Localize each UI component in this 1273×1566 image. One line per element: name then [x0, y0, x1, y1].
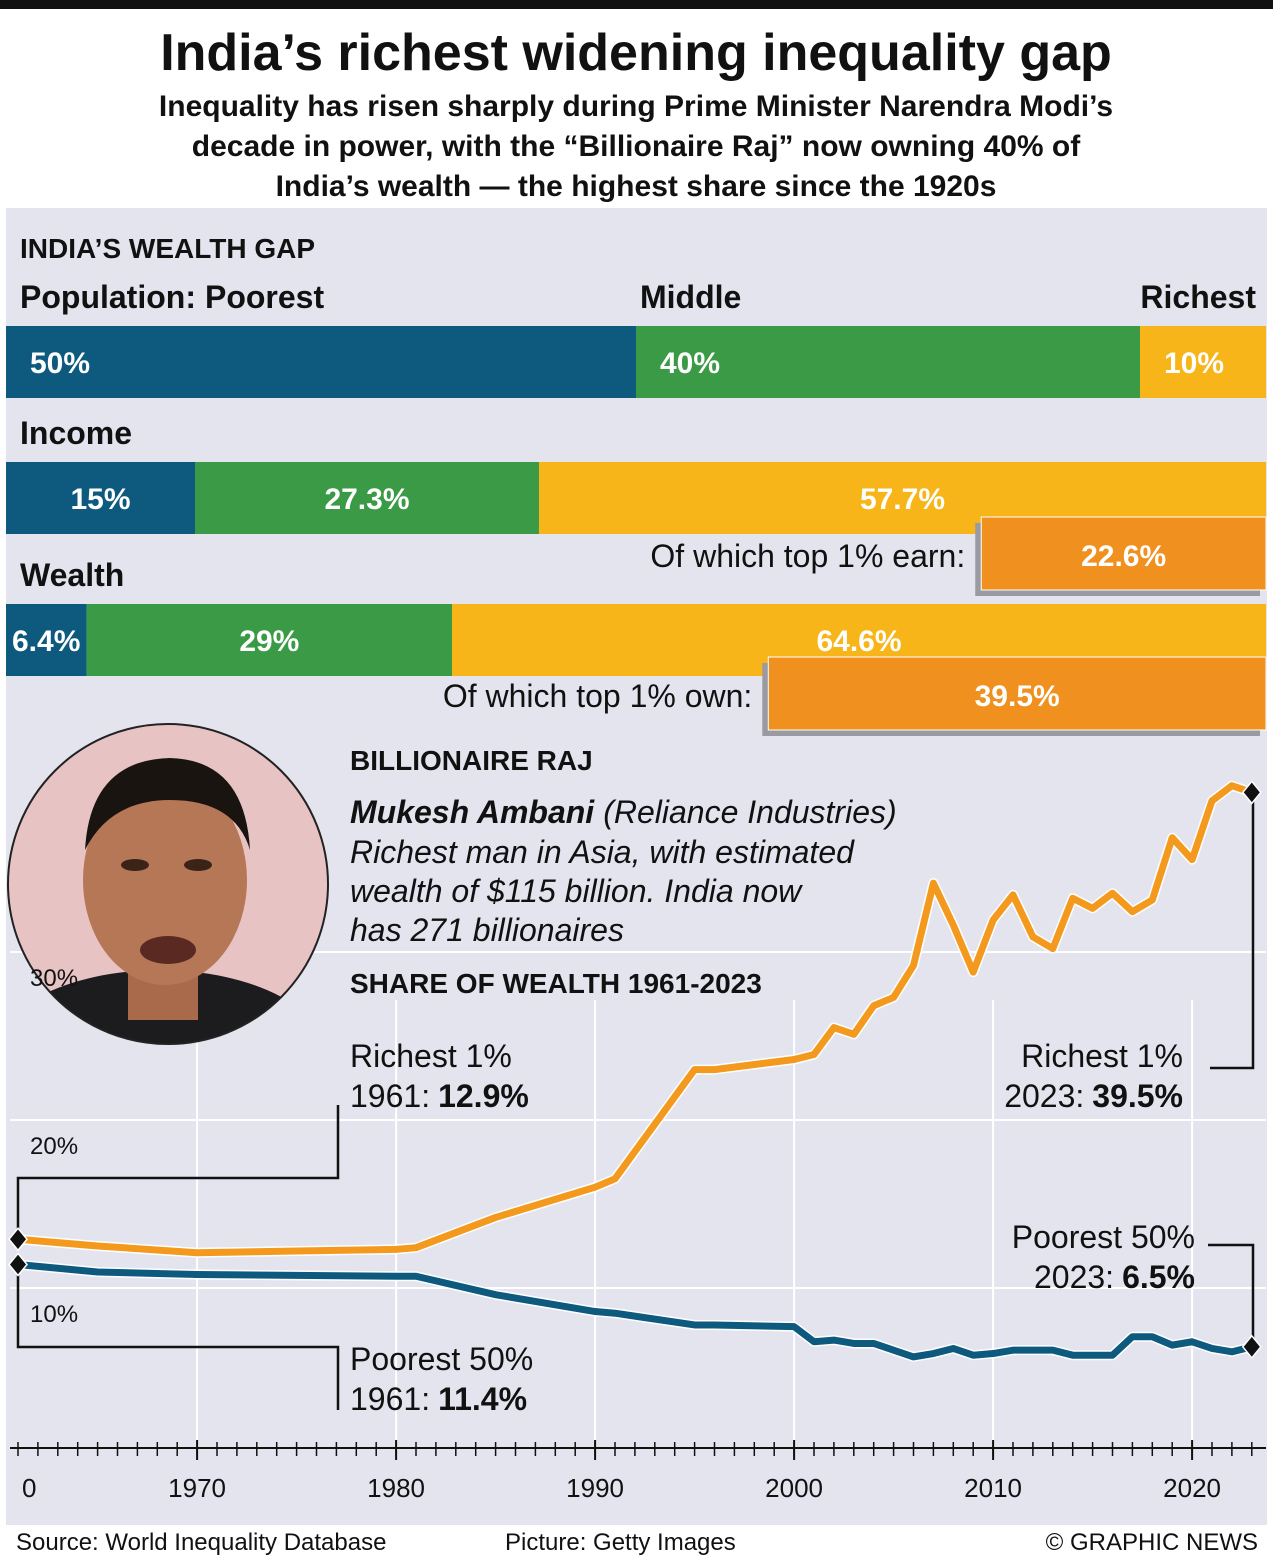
value-label: 27.3% — [324, 483, 409, 516]
annotation-figure: 11.4% — [438, 1381, 527, 1417]
hair — [85, 758, 250, 850]
subtitle: India’s wealth — the highest share since… — [276, 170, 997, 203]
end-marker — [1241, 1334, 1262, 1359]
annotation-value: 2023: 39.5% — [1004, 1078, 1183, 1114]
series-line — [17, 782, 1253, 1257]
annotation-value: 1961: 11.4% — [350, 1381, 527, 1417]
legend-entry: Middle — [640, 279, 741, 315]
chart-title: INDIA’S WEALTH GAP — [20, 233, 315, 264]
eye — [184, 859, 212, 871]
annotation-series: Poorest 50% — [1012, 1219, 1195, 1255]
x-tick-label: 2020 — [1163, 1473, 1221, 1503]
face — [83, 775, 247, 985]
y-tick-label: 20% — [30, 1133, 78, 1160]
category-label: Population: Poorest — [20, 279, 324, 315]
subtitle: Inequality has risen sharply during Prim… — [159, 90, 1113, 123]
annotation-value: 1961: 12.9% — [350, 1078, 529, 1114]
value-label: 15% — [70, 483, 130, 516]
source: Source: World Inequality Database — [16, 1529, 386, 1556]
annotation-year: 1961: — [350, 1381, 430, 1417]
annotation-figure: 6.5% — [1122, 1259, 1195, 1295]
annotation-figure: 12.9% — [438, 1078, 529, 1114]
chart-title: SHARE OF WEALTH 1961-2023 — [350, 968, 762, 999]
value-label: 10% — [1164, 347, 1224, 380]
annotation-year: 2023: — [1004, 1078, 1084, 1114]
connector — [16, 1105, 340, 1240]
annotation-series: Richest 1% — [350, 1038, 512, 1074]
bar-segment — [6, 604, 87, 676]
profile-heading: BILLIONAIRE RAJ — [350, 745, 593, 776]
end-marker — [8, 1227, 28, 1252]
series-line — [17, 1260, 1253, 1361]
value-label: 22.6% — [1081, 540, 1166, 573]
photo — [7, 723, 329, 1045]
bar-segment — [86, 604, 453, 676]
title: India’s richest widening inequality gap — [160, 24, 1112, 82]
x-tick-label: 0 — [22, 1473, 36, 1503]
y-tick-label: 10% — [30, 1301, 78, 1328]
eye — [121, 859, 149, 871]
annotation-year: 2023: — [1034, 1259, 1114, 1295]
annotation-value: 2023: 6.5% — [1034, 1259, 1195, 1295]
end-marker — [8, 1252, 28, 1277]
value-label: 50% — [30, 347, 90, 380]
value-label: 64.6% — [816, 625, 901, 658]
bar-segment — [6, 462, 195, 534]
top-share-bar — [767, 656, 1267, 731]
top-rule — [0, 0, 1273, 9]
value-label: 6.4% — [12, 625, 80, 658]
annotation-series: Poorest 50% — [350, 1341, 533, 1377]
legend-entry: Richest — [1140, 279, 1256, 315]
value-label: 29% — [239, 625, 299, 658]
category-label: Income — [20, 415, 132, 451]
bar-segment — [6, 326, 636, 398]
connector — [1208, 1243, 1255, 1347]
profile-company: (Reliance Industries) — [603, 794, 896, 830]
x-tick-label: 1970 — [168, 1473, 226, 1503]
top-share-label: Of which top 1% earn: — [650, 538, 965, 574]
profile-name-line: Mukesh Ambani (Reliance Industries) — [350, 794, 897, 830]
category-name: Wealth — [20, 557, 124, 593]
bar-segment — [195, 462, 539, 534]
category-label: Wealth — [20, 557, 124, 593]
top-share-bar — [980, 516, 1267, 591]
category-name: Income — [20, 415, 132, 451]
category-name: Population: — [20, 279, 196, 315]
x-tick-label: 2000 — [765, 1473, 823, 1503]
x-tick-label: 1990 — [566, 1473, 624, 1503]
subtitle: decade in power, with the “Billionaire R… — [192, 130, 1081, 163]
profile-text: Richest man in Asia, with estimated — [350, 834, 855, 870]
connector — [16, 1264, 340, 1410]
annotation-year: 1961: — [350, 1078, 430, 1114]
x-tick-label: 2010 — [964, 1473, 1022, 1503]
bar-segment — [636, 326, 1140, 398]
profile-text: has 271 billionaires — [350, 912, 624, 948]
profile-name: Mukesh Ambani — [350, 794, 595, 830]
value-label: 40% — [660, 347, 720, 380]
annotation-series: Richest 1% — [1021, 1038, 1183, 1074]
x-tick-label: 1980 — [367, 1473, 425, 1503]
profile-text: wealth of $115 billion. India now — [350, 873, 803, 909]
picture-credit: Picture: Getty Images — [505, 1529, 736, 1556]
mouth — [140, 936, 196, 964]
credit: © GRAPHIC NEWS — [1046, 1529, 1258, 1556]
value-label: 57.7% — [860, 483, 945, 516]
annotation-figure: 39.5% — [1092, 1078, 1183, 1114]
end-marker — [1241, 780, 1262, 805]
bar-segment — [1140, 326, 1266, 398]
legend-entry: Poorest — [205, 279, 324, 315]
photo-border — [7, 723, 329, 1045]
top-share-label: Of which top 1% own: — [443, 678, 752, 714]
y-tick-label: 30% — [30, 965, 78, 992]
connector — [1210, 792, 1255, 1070]
value-label: 39.5% — [975, 680, 1060, 713]
